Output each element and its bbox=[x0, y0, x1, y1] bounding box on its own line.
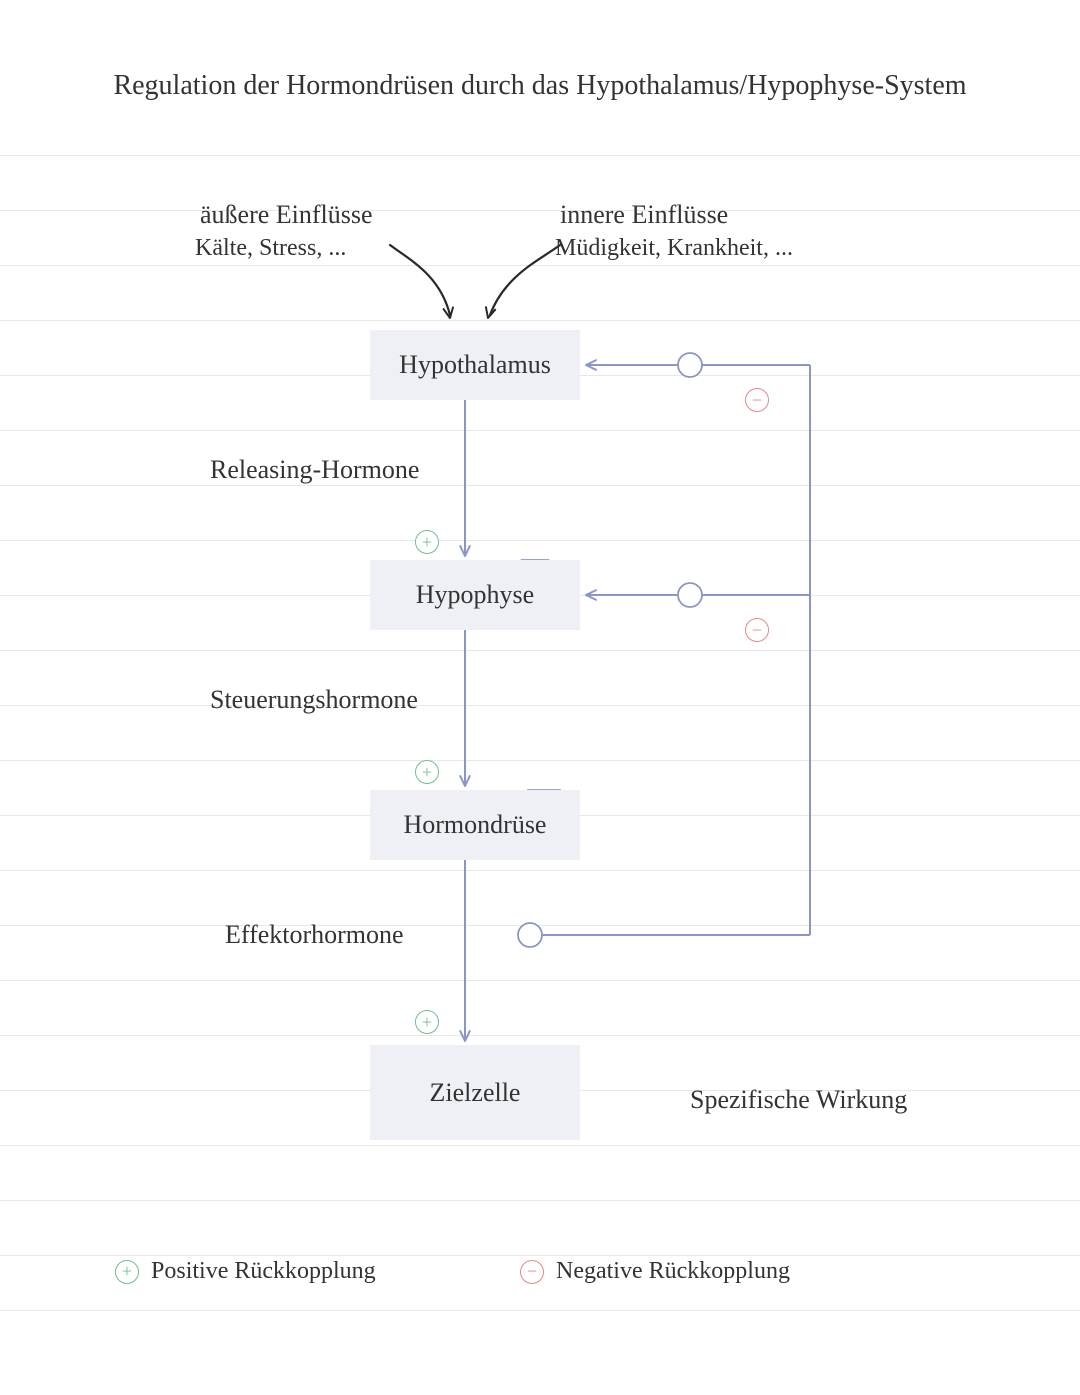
minus-icon: − bbox=[745, 618, 769, 642]
side-label-spezifisch: Spezifische Wirkung bbox=[690, 1085, 907, 1115]
arrows-overlay bbox=[0, 0, 1080, 1395]
plus-icon: + bbox=[415, 530, 439, 554]
plus-icon: + bbox=[415, 760, 439, 784]
diagram-title: Regulation der Hormondrüsen durch das Hy… bbox=[0, 70, 1080, 102]
node-hypothalamus: Hypothalamus bbox=[370, 330, 580, 400]
internal-influences-title: innere Einflüsse bbox=[560, 200, 728, 230]
external-influences-examples: Kälte, Stress, ... bbox=[195, 235, 346, 262]
plus-icon: + bbox=[415, 1010, 439, 1034]
node-hypophyse: Hypophyse bbox=[370, 560, 580, 630]
minus-icon: − bbox=[745, 388, 769, 412]
node-label: Hypothalamus bbox=[399, 350, 551, 380]
edge-label-releasing: Releasing-Hormone bbox=[210, 455, 419, 485]
legend-negative-label: Negative Rückkopplung bbox=[556, 1258, 790, 1285]
legend-positive: + Positive Rückkopplung bbox=[115, 1258, 376, 1285]
node-label: Hypophyse bbox=[416, 580, 534, 610]
plus-icon: + bbox=[115, 1260, 139, 1284]
node-hormondruese: Hormondrüse bbox=[370, 790, 580, 860]
legend-negative: − Negative Rückkopplung bbox=[520, 1258, 790, 1285]
external-influences-title: äußere Einflüsse bbox=[200, 200, 373, 230]
internal-influences-examples: Müdigkeit, Krankheit, ... bbox=[555, 235, 793, 262]
edge-label-steuerung: Steuerungshormone bbox=[210, 685, 418, 715]
minus-icon: − bbox=[520, 1260, 544, 1284]
node-label: Hormondrüse bbox=[404, 810, 547, 840]
edge-label-effektor: Effektorhormone bbox=[225, 920, 404, 950]
node-label: Zielzelle bbox=[430, 1078, 521, 1108]
node-zielzelle: Zielzelle bbox=[370, 1045, 580, 1140]
legend-positive-label: Positive Rückkopplung bbox=[151, 1258, 376, 1285]
